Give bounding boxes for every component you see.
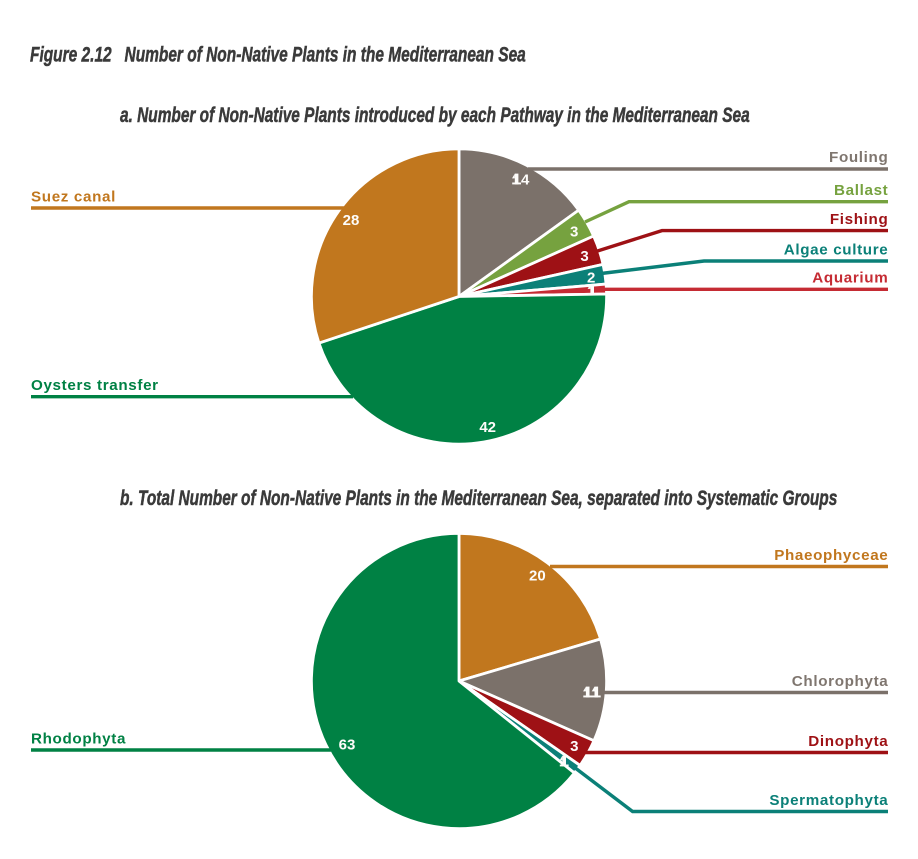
- svg-text:Fouling: Fouling: [829, 149, 888, 166]
- svg-text:Fishing: Fishing: [830, 211, 889, 228]
- svg-text:63: 63: [339, 736, 356, 753]
- svg-text:42: 42: [479, 419, 496, 436]
- svg-text:Algae culture: Algae culture: [784, 241, 889, 258]
- svg-text:3: 3: [570, 738, 578, 755]
- svg-text:Ballast: Ballast: [834, 182, 888, 199]
- svg-text:Figure 2.12 Number of Non-Na: Figure 2.12 Number of Non-Native Plants …: [30, 42, 526, 66]
- svg-text:Phaeophyceae: Phaeophyceae: [774, 547, 888, 564]
- svg-text:Suez canal: Suez canal: [31, 189, 116, 206]
- svg-text:Dinophyta: Dinophyta: [808, 733, 888, 750]
- svg-text:Spermatophyta: Spermatophyta: [769, 792, 888, 809]
- svg-text:Chlorophyta: Chlorophyta: [792, 673, 889, 690]
- svg-text:Rhodophyta: Rhodophyta: [31, 731, 126, 748]
- svg-text:3: 3: [570, 224, 578, 241]
- svg-text:2: 2: [587, 269, 595, 286]
- svg-text:4: 4: [521, 171, 530, 188]
- svg-text:20: 20: [529, 568, 546, 585]
- svg-text:b. Total Number of Non-Native: b. Total Number of Non-Native Plants in …: [120, 486, 837, 510]
- svg-text:3: 3: [580, 248, 588, 265]
- svg-text:28: 28: [343, 212, 360, 229]
- svg-text:Aquarium: Aquarium: [812, 270, 888, 287]
- svg-text:a. Number of Non-Native Plants: a. Number of Non-Native Plants introduce…: [120, 102, 750, 126]
- svg-text:Oysters transfer: Oysters transfer: [31, 377, 159, 394]
